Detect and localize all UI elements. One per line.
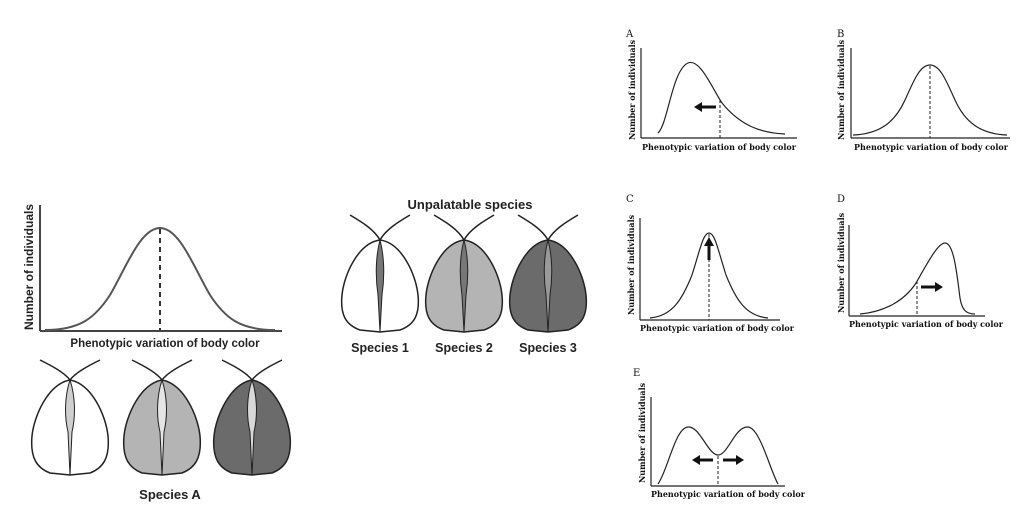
species-a-label: Species A [139,487,201,502]
species-1-label: Species 1 [351,341,409,355]
moth-species-1 [340,214,420,333]
unpalatable-title: Unpalatable species [407,197,533,212]
panel-e-letter: E [633,368,641,379]
species-3-label: Species 3 [519,341,577,355]
panel-d-xlabel: Phenotypic variation of body color [849,319,1003,329]
moth-species-2 [424,214,504,333]
moth-species-3 [508,214,588,333]
panel-c-curve [649,232,769,319]
panel-c-letter: C [626,194,634,205]
panel-e-curve [657,426,779,485]
main-x-axis-label: Phenotypic variation of body color [70,338,260,350]
main-bell-curve [44,226,276,331]
panel-a-letter: A [626,29,634,40]
panel-b-letter: B [837,29,845,40]
moth-species-a-dark [212,359,292,476]
moth-species-a-light [30,359,110,476]
panel-b-curve [852,64,1008,136]
panel-d-curve [859,242,976,315]
panel-d-letter: D [837,194,846,205]
panel-a-xlabel: Phenotypic variation of body color [642,142,796,152]
panel-e-xlabel: Phenotypic variation of body color [651,489,805,499]
panel-b-xlabel: Phenotypic variation of body color [854,142,1008,152]
moth-species-a-medium [122,359,202,476]
species-2-label: Species 2 [435,341,493,355]
panel-c-xlabel: Phenotypic variation of body color [640,323,794,333]
panel-a-curve [657,62,786,135]
panel-e-ylabel: Number of individuals [637,382,647,483]
